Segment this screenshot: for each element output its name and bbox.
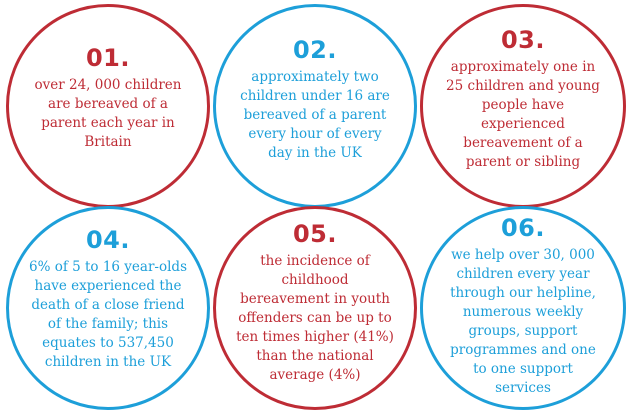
fact-text: approximately one in 25 children and you… <box>446 58 600 172</box>
fact-line: over 24, 000 children <box>34 77 182 93</box>
fact-circle-06: 06. we help over 30, 000 children every … <box>420 206 626 410</box>
fact-text: we help over 30, 000 children every year… <box>450 246 596 398</box>
fact-line: bereaved of a parent <box>243 107 387 123</box>
fact-line: bereavement of a <box>463 135 583 151</box>
fact-number: 01. <box>85 44 130 72</box>
fact-line: have experienced the <box>34 278 182 294</box>
fact-text: over 24, 000 children are bereaved of a … <box>35 76 182 152</box>
fact-line: approximately two <box>251 69 379 85</box>
fact-number: 03. <box>500 26 545 54</box>
fact-line: than the national <box>256 348 374 364</box>
fact-line: average (4%) <box>269 367 361 383</box>
fact-line: approximately one in <box>450 59 596 75</box>
fact-line: the incidence of <box>260 253 370 269</box>
fact-line: through our helpline, <box>450 285 596 301</box>
fact-line: programmes and one <box>450 342 596 358</box>
fact-line: children under 16 are <box>240 88 390 104</box>
fact-line: of the family; this <box>47 316 169 332</box>
fact-line: are bereaved of a <box>48 96 168 112</box>
fact-number: 06. <box>500 214 545 242</box>
fact-circle-05: 05. the incidence of childhood bereaveme… <box>213 206 417 410</box>
fact-line: parent or sibling <box>465 154 581 170</box>
fact-line: people have <box>481 97 565 113</box>
fact-line: experienced <box>481 116 565 132</box>
fact-circle-03: 03. approximately one in 25 children and… <box>420 4 626 208</box>
fact-line: every hour of every <box>248 126 382 142</box>
fact-line: death of a close friend <box>31 297 185 313</box>
fact-line: children every year <box>456 266 590 282</box>
fact-line: to one support <box>473 361 573 377</box>
fact-number: 04. <box>85 226 130 254</box>
fact-line: parent each year in <box>41 115 175 131</box>
fact-text: the incidence of childhood bereavement i… <box>236 252 394 385</box>
fact-circle-01: 01. over 24, 000 children are bereaved o… <box>6 4 210 208</box>
fact-line: services <box>495 380 551 396</box>
fact-line: 25 children and young <box>446 78 600 94</box>
fact-line: day in the UK <box>268 145 362 161</box>
fact-line: ten times higher (41%) <box>236 329 394 345</box>
fact-circle-02: 02. approximately two children under 16 … <box>213 4 417 208</box>
fact-circle-04: 04. 6% of 5 to 16 year-olds have experie… <box>6 206 210 410</box>
fact-line: numerous weekly <box>462 304 584 320</box>
fact-line: bereavement in youth <box>240 291 390 307</box>
fact-line: Britain <box>84 134 132 150</box>
fact-line: groups, support <box>468 323 578 339</box>
fact-text: 6% of 5 to 16 year-olds have experienced… <box>29 258 187 372</box>
fact-line: we help over 30, 000 <box>451 247 595 263</box>
fact-number: 02. <box>292 36 337 64</box>
fact-line: 6% of 5 to 16 year-olds <box>28 259 187 275</box>
fact-line: children in the UK <box>44 354 172 370</box>
fact-line: childhood <box>281 272 349 288</box>
fact-line: equates to 537,450 <box>42 335 174 351</box>
fact-line: offenders can be up to <box>238 310 392 326</box>
fact-text: approximately two children under 16 are … <box>240 68 390 163</box>
fact-number: 05. <box>292 220 337 248</box>
